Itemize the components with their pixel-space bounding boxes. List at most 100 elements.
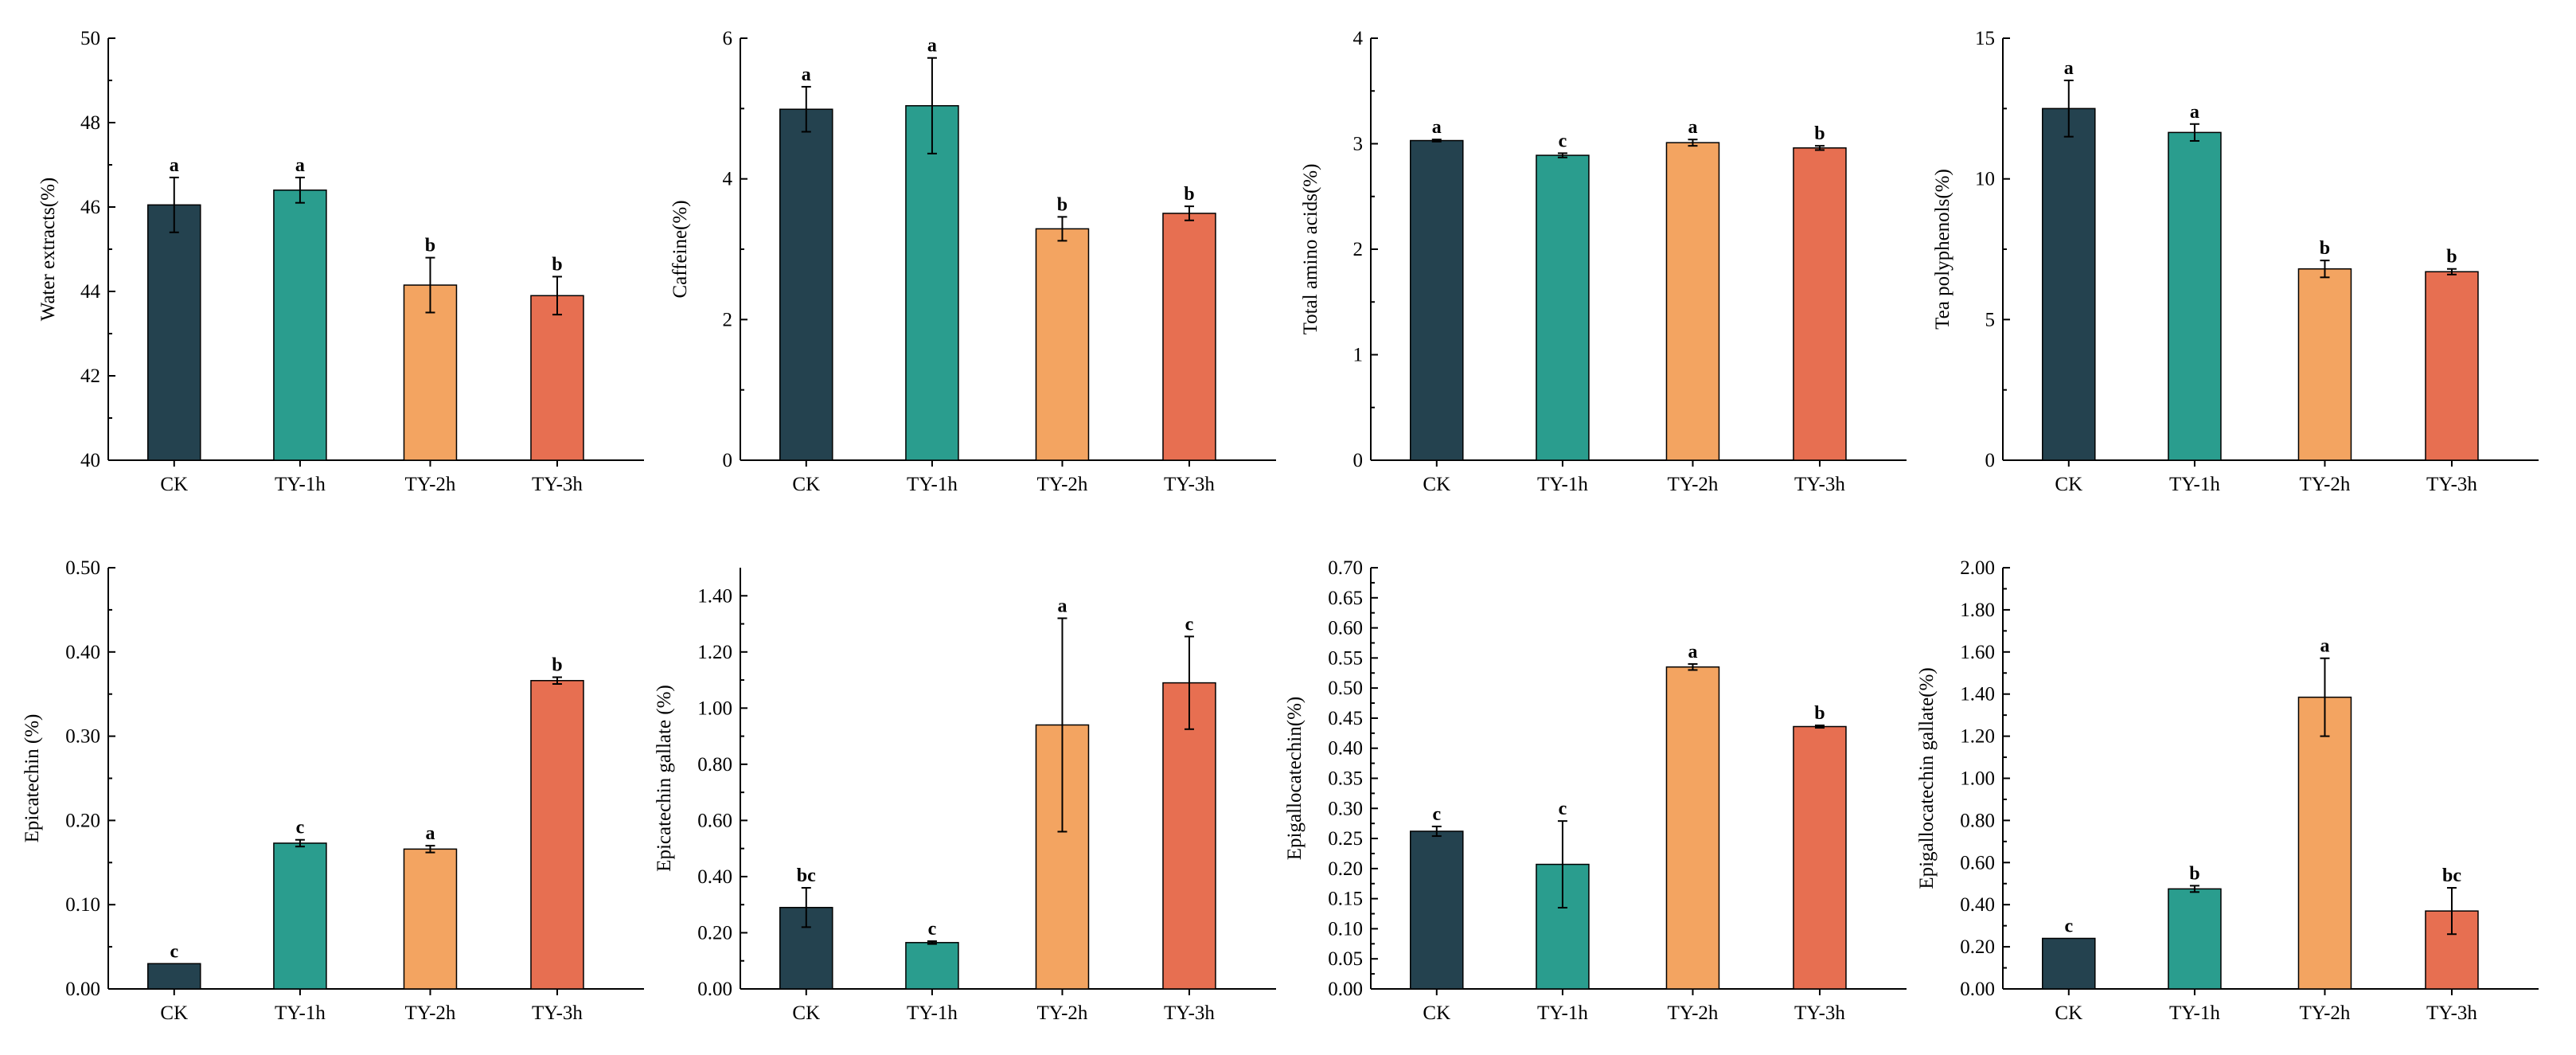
y-tick-label: 4	[723, 169, 733, 190]
x-category-label: TY-1h	[1537, 1002, 1588, 1024]
y-tick-label: 48	[80, 112, 100, 134]
significance-letter: b	[552, 254, 562, 275]
y-tick-label: 1.20	[1960, 726, 1995, 748]
y-tick-label: 1.40	[697, 585, 732, 607]
x-category-label: TY-2h	[1668, 1002, 1719, 1024]
y-tick-label: 0.35	[1328, 768, 1363, 790]
bar-ck	[779, 108, 833, 461]
x-category-label: TY-2h	[1037, 474, 1088, 495]
significance-letter: b	[2189, 863, 2199, 884]
y-tick-label: 0.20	[697, 922, 732, 944]
x-category-label: TY-2h	[1668, 474, 1719, 495]
chart-panel-2: 0 2 4 6 Caffeine(%) a CK a TY-1h b TY-2h b TY-3h	[669, 28, 1276, 495]
chart-panel-6: 0.00 0.20 0.40 0.60 0.80 1.00 1.20 1.40 Epicatec…	[654, 568, 1276, 1024]
significance-letter: b	[1184, 184, 1194, 205]
significance-letter: c	[1432, 804, 1441, 825]
significance-letter: a	[295, 155, 305, 176]
y-tick-label: 0.10	[65, 894, 100, 916]
bar-ty-1h	[2168, 131, 2222, 461]
x-category-label: TY-3h	[1794, 1002, 1845, 1024]
y-tick-label: 1.00	[697, 697, 732, 719]
y-axis-title: Water extracts(%)	[37, 178, 59, 322]
y-tick-label: 15	[1975, 28, 1995, 49]
bar-ty-3h	[1793, 725, 1847, 990]
y-tick-label: 0.40	[1328, 738, 1363, 760]
x-category-label: CK	[792, 1002, 820, 1024]
bar-ty-1h	[273, 190, 327, 461]
x-category-label: TY-3h	[2426, 1002, 2477, 1024]
chart-panel-5: 0.00 0.10 0.20 0.30 0.40 0.50 Epicatechin (%) c…	[21, 557, 644, 1024]
significance-letter: b	[1814, 123, 1825, 144]
significance-letter: a	[802, 64, 811, 85]
y-tick-label: 0.50	[65, 557, 100, 579]
y-tick-label: 0.55	[1328, 647, 1363, 669]
significance-letter: bc	[2442, 865, 2461, 886]
y-tick-label: 0.40	[1960, 894, 1995, 916]
y-tick-label: 0.00	[65, 979, 100, 1000]
bar-ty-3h	[530, 295, 584, 461]
significance-letter: b	[1814, 703, 1825, 724]
significance-letter: c	[2064, 916, 2073, 937]
bar-ty-2h	[1665, 666, 1720, 990]
bar-ty-3h	[2425, 271, 2479, 461]
x-category-label: TY-3h	[1794, 474, 1845, 495]
y-tick-label: 0.40	[697, 866, 732, 888]
bar-ty-2h	[1035, 228, 1090, 461]
y-tick-label: 0.20	[1960, 936, 1995, 958]
significance-letter: a	[2190, 102, 2199, 123]
significance-letter: c	[1559, 799, 1567, 819]
y-tick-label: 0.65	[1328, 588, 1363, 609]
bar-ty-1h	[273, 842, 327, 990]
y-tick-label: 2	[1353, 239, 1364, 260]
y-tick-label: 0.60	[1328, 618, 1363, 639]
y-tick-label: 0.80	[697, 754, 732, 776]
y-tick-label: 0.40	[65, 642, 100, 663]
x-category-label: TY-1h	[907, 1002, 958, 1024]
y-tick-label: 3	[1353, 134, 1364, 155]
y-tick-label: 4	[1353, 28, 1364, 49]
significance-letter: a	[1057, 596, 1067, 616]
y-tick-label: 50	[80, 28, 100, 49]
x-category-label: CK	[2055, 474, 2082, 495]
y-tick-label: 0	[1985, 450, 1996, 471]
y-axis-title: Epigallocatechin(%)	[1284, 697, 1306, 860]
significance-letter: a	[1432, 117, 1442, 138]
chart-panel-7: 0.00 0.05 0.10 0.15 0.20 0.25 0.30 0.35 0.40 0.45…	[1284, 557, 1907, 1024]
y-axis-title: Tea polyphenols(%)	[1932, 169, 1953, 330]
x-category-label: CK	[160, 1002, 188, 1024]
y-tick-label: 0.50	[1328, 678, 1363, 699]
bar-ck	[147, 963, 201, 990]
x-category-label: CK	[160, 474, 188, 495]
y-tick-label: 0.05	[1328, 948, 1363, 970]
y-tick-label: 1.20	[697, 642, 732, 663]
x-category-label: TY-1h	[907, 474, 958, 495]
y-tick-label: 0.45	[1328, 708, 1363, 729]
bar-ty-3h	[1162, 213, 1216, 461]
x-category-label: TY-2h	[2300, 474, 2351, 495]
bar-ty-3h	[530, 680, 584, 990]
chart-panel-4: 0 5 10 15 Tea polyphenols(%) a CK a TY-1h b TY-2h b…	[1932, 28, 2539, 495]
y-tick-label: 0.20	[1328, 858, 1363, 880]
y-axis-title: Epicatechin (%)	[21, 714, 43, 843]
bar-ck	[2042, 937, 2096, 990]
y-tick-label: 0.00	[697, 979, 732, 1000]
y-tick-label: 0	[723, 450, 733, 471]
chart-panel-1: 40 42 44 46 48 50 Water extracts(%) a CK a TY-1h b T…	[37, 28, 644, 495]
x-category-label: CK	[792, 474, 820, 495]
x-category-label: TY-3h	[532, 1002, 583, 1024]
y-tick-label: 0.70	[1328, 557, 1363, 579]
x-category-label: TY-2h	[1037, 1002, 1088, 1024]
x-category-label: TY-2h	[2300, 1002, 2351, 1024]
bar-ty-1h	[2168, 888, 2222, 990]
significance-letter: b	[425, 236, 435, 256]
bar-ty-1h	[905, 942, 959, 990]
y-tick-label: 0.15	[1328, 889, 1363, 910]
x-category-label: TY-2h	[405, 474, 456, 495]
y-tick-label: 0.10	[1328, 918, 1363, 940]
bar-ty-2h	[1665, 142, 1720, 461]
y-tick-label: 0.25	[1328, 828, 1363, 850]
x-category-label: TY-3h	[532, 474, 583, 495]
bar-ty-2h	[2297, 268, 2352, 461]
y-tick-label: 1	[1353, 345, 1364, 366]
x-category-label: CK	[1423, 474, 1450, 495]
